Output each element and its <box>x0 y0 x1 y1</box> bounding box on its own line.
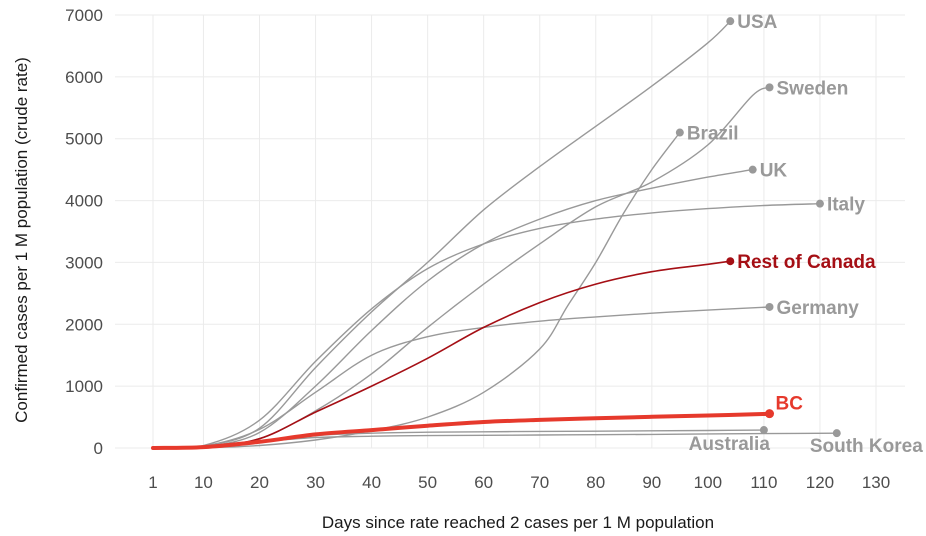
series-lines <box>151 20 838 450</box>
endpoint-uk <box>748 165 757 174</box>
y-tick-label: 7000 <box>65 6 103 25</box>
gridlines <box>115 14 905 449</box>
endpoint-south-korea <box>832 429 841 438</box>
x-tick-label: 40 <box>362 473 381 492</box>
endpoint-bc <box>765 409 775 419</box>
y-tick-label: 0 <box>94 439 103 458</box>
x-tick-label: 20 <box>250 473 269 492</box>
series-label-usa: USA <box>737 12 777 33</box>
series-line-uk <box>152 168 754 449</box>
x-tick-label: 100 <box>694 473 722 492</box>
x-tick-label: 130 <box>862 473 890 492</box>
series-line-brazil <box>152 131 681 449</box>
y-axis-title: Confirmed cases per 1 M population (crud… <box>12 57 31 423</box>
x-tick-label: 30 <box>306 473 325 492</box>
series-label-sweden: Sweden <box>777 78 849 99</box>
x-tick-label: 90 <box>642 473 661 492</box>
series-line-bc <box>151 411 773 450</box>
endpoint-germany <box>765 302 774 311</box>
series-label-brazil: Brazil <box>687 124 739 145</box>
x-tick-label: 1 <box>148 473 157 492</box>
x-axis-ticks: 1 10 20 30 40 50 60 70 80 90 100 110 120 130 <box>148 473 890 492</box>
x-tick-label: 110 <box>750 473 777 492</box>
series-label-south-korea: South Korea <box>810 436 923 457</box>
y-axis-ticks: 0 1000 2000 3000 4000 5000 6000 7000 <box>65 6 103 458</box>
endpoint-australia <box>759 426 768 435</box>
endpoint-sweden <box>765 83 774 92</box>
x-tick-label: 120 <box>806 473 834 492</box>
x-tick-label: 60 <box>474 473 493 492</box>
series-line-rest-of-canada <box>152 260 732 449</box>
series-line-italy <box>152 203 821 450</box>
endpoint-brazil <box>675 128 684 137</box>
series-line-germany <box>152 306 771 449</box>
series-label-uk: UK <box>760 161 788 182</box>
endpoint-rest-of-canada <box>726 257 735 266</box>
endpoint-italy <box>815 199 824 208</box>
y-tick-label: 4000 <box>65 192 103 211</box>
series-label-bc: BC <box>776 394 804 415</box>
y-tick-label: 2000 <box>65 315 103 334</box>
series-label-italy: Italy <box>827 195 865 216</box>
series-labels: USA Sweden Brazil UK Italy Germany Australia So… <box>675 12 923 457</box>
series-label-australia: Australia <box>689 434 771 455</box>
y-tick-label: 5000 <box>65 130 103 149</box>
series-label-germany: Germany <box>777 298 860 319</box>
y-tick-label: 6000 <box>65 68 103 87</box>
y-tick-label: 1000 <box>65 377 103 396</box>
x-tick-label: 10 <box>194 473 213 492</box>
x-tick-label: 80 <box>586 473 605 492</box>
x-axis-title: Days since rate reached 2 cases per 1 M … <box>322 513 714 532</box>
series-line-usa <box>152 20 731 449</box>
x-tick-label: 70 <box>530 473 549 492</box>
series-label-rest-of-canada: Rest of Canada <box>737 252 876 273</box>
endpoint-usa <box>726 17 735 26</box>
x-tick-label: 50 <box>418 473 437 492</box>
y-tick-label: 3000 <box>65 253 103 272</box>
